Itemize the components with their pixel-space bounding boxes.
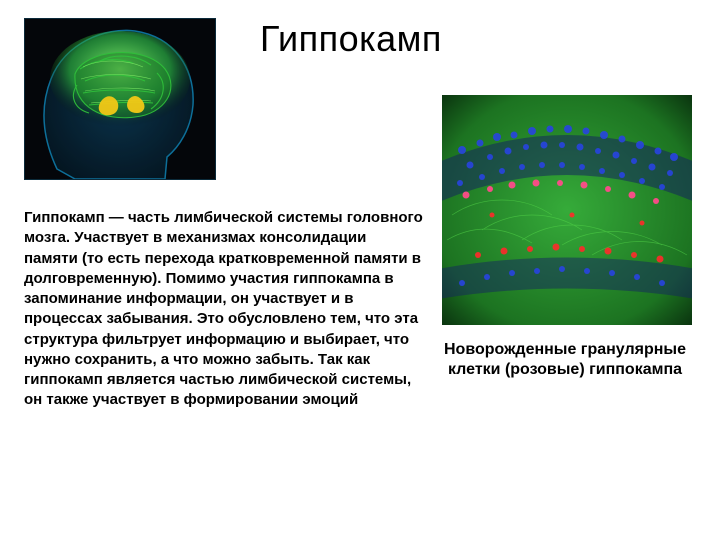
figure-cells [442,95,692,325]
cells-micrograph-icon [442,95,692,325]
body-paragraph: Гиппокамп — часть лимбической системы го… [24,208,424,411]
slide: Гиппокамп [0,0,720,540]
brain-illustration-icon [25,19,215,179]
figure-brain [24,18,216,180]
figure-cells-caption: Новорожденные гранулярные клетки (розовы… [430,340,700,380]
page-title: Гиппокамп [260,18,442,60]
